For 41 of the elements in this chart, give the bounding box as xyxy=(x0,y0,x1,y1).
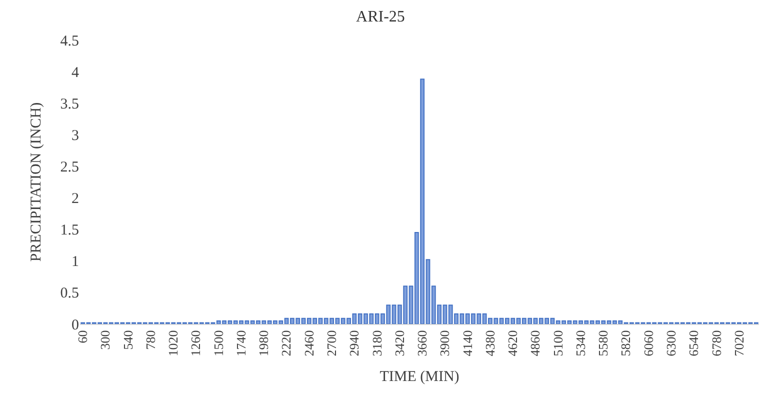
y-tick-label: 2 xyxy=(72,191,79,208)
y-tick-label: 1.5 xyxy=(60,222,79,239)
y-tick-label: 2.5 xyxy=(60,159,79,176)
x-tick-label: 4860 xyxy=(528,330,543,356)
y-axis-title: PRECIPITATION (INCH) xyxy=(28,102,44,262)
x-tick-label: 5820 xyxy=(618,330,634,356)
y-tick-label: 3.5 xyxy=(60,96,79,112)
x-tick-label: 1020 xyxy=(166,330,181,356)
x-tick-label: 6060 xyxy=(640,330,656,356)
y-tick-label: 3 xyxy=(72,128,79,144)
x-tick-label: 540 xyxy=(120,330,136,350)
x-tick-label: 5580 xyxy=(596,330,611,356)
x-tick-label: 4620 xyxy=(505,330,520,356)
x-tick-label: 1740 xyxy=(233,330,248,356)
x-tick-label: 2460 xyxy=(301,330,316,356)
x-tick-label: 3180 xyxy=(369,330,384,356)
x-tick-label: 6780 xyxy=(708,330,724,356)
y-tick-label: 4 xyxy=(72,64,80,81)
x-tick-label: 780 xyxy=(142,330,158,350)
x-tick-label: 2220 xyxy=(278,330,294,356)
x-tick-label: 5100 xyxy=(550,330,566,356)
x-tick-label: 2940 xyxy=(346,330,362,356)
x-tick-label: 5340 xyxy=(572,330,588,356)
x-tick-label: 1500 xyxy=(210,330,226,356)
x-tick-label: 1260 xyxy=(188,330,204,356)
chart-title: ARI-25 xyxy=(356,8,405,26)
x-tick-label: 3660 xyxy=(414,330,430,356)
x-tick-label: 6540 xyxy=(686,330,702,356)
y-tick-label: 4.5 xyxy=(60,33,79,50)
x-tick-label: 3900 xyxy=(437,330,452,356)
x-tick-label: 1980 xyxy=(256,330,272,356)
y-tick-label: 0.5 xyxy=(60,286,79,302)
y-tick-label: 1 xyxy=(72,254,79,270)
x-tick-label: 4140 xyxy=(460,330,475,356)
x-axis-title: TIME (MIN) xyxy=(380,369,460,386)
x-tick-label: 300 xyxy=(98,330,113,350)
x-tick-label: 2700 xyxy=(324,330,340,356)
x-tick-label: 4380 xyxy=(482,330,498,356)
x-tick-label: 7020 xyxy=(731,330,746,356)
x-tick-label: 3420 xyxy=(392,330,407,356)
x-tick-label: 6300 xyxy=(664,330,679,356)
